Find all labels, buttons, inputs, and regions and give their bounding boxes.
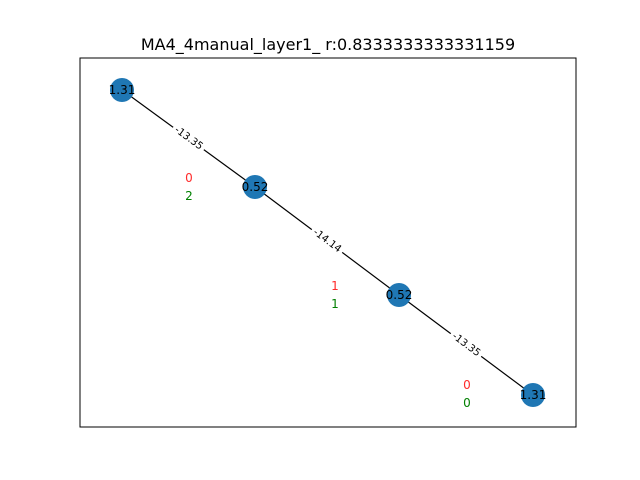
annotation-red-value: 0 bbox=[185, 171, 193, 185]
annotation-red-value: 1 bbox=[331, 279, 339, 293]
annotation-green-value: 1 bbox=[331, 297, 339, 311]
edge-label-background bbox=[447, 328, 486, 362]
node-value-label: 1.31 bbox=[109, 83, 136, 97]
plot-frame bbox=[79, 57, 577, 428]
nodes-layer: 1.31 0.52 0.52 1.31 bbox=[109, 78, 547, 407]
annotation-green-value: 0 bbox=[463, 396, 471, 410]
node-value-label: 1.31 bbox=[520, 388, 547, 402]
node-value-label: 0.52 bbox=[242, 180, 269, 194]
edge-label-background bbox=[169, 121, 208, 155]
edge-labels-layer: -13.35-14.14-13.35 bbox=[169, 121, 486, 362]
edge-label-background bbox=[308, 224, 347, 258]
graph-node bbox=[521, 383, 545, 407]
graph-node bbox=[387, 283, 411, 307]
graph-node bbox=[110, 78, 134, 102]
annotations-layer: 0 2 1 1 0 0 bbox=[185, 171, 471, 410]
annotation-green-value: 2 bbox=[185, 189, 193, 203]
annotation-red-value: 0 bbox=[463, 378, 471, 392]
node-value-label: 0.52 bbox=[386, 288, 413, 302]
graph-node bbox=[243, 175, 267, 199]
figure-title: MA4_4manual_layer1_ r:0.8333333333331159 bbox=[141, 35, 515, 55]
